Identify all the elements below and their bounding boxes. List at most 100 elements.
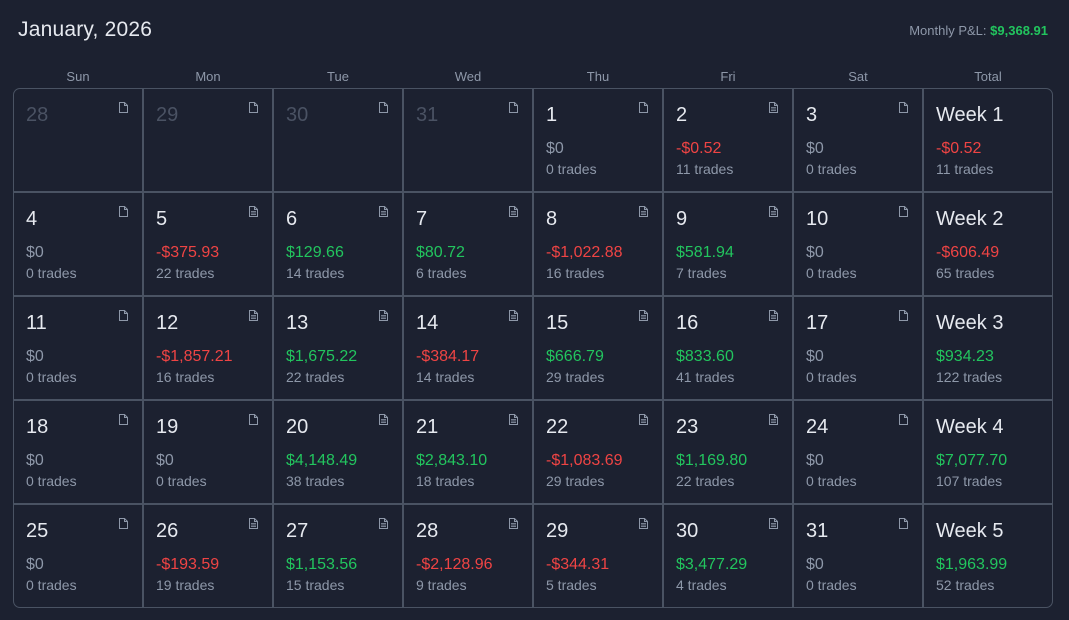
day-pnl: $0 — [26, 348, 44, 365]
note-filled-icon[interactable] — [769, 414, 778, 425]
note-icon[interactable] — [119, 414, 128, 425]
note-icon[interactable] — [379, 102, 388, 113]
week-pnl: $7,077.70 — [936, 452, 1008, 469]
note-filled-icon[interactable] — [379, 518, 388, 529]
note-filled-icon[interactable] — [769, 102, 778, 113]
day-cell-13[interactable]: 13 $1,675.22 22 trades — [274, 297, 404, 401]
day-cell-18[interactable]: 18 $0 0 trades — [14, 401, 144, 505]
weekday-header-mon: Mon — [195, 69, 221, 84]
note-filled-icon[interactable] — [509, 310, 518, 321]
day-cell-9[interactable]: 9 $581.94 7 trades — [664, 193, 794, 297]
day-cell-16[interactable]: 16 $833.60 41 trades — [664, 297, 794, 401]
day-cell-19[interactable]: 19 $0 0 trades — [144, 401, 274, 505]
note-filled-icon[interactable] — [509, 206, 518, 217]
note-icon[interactable] — [119, 518, 128, 529]
day-pnl: -$1,022.88 — [546, 244, 623, 261]
day-cell-30-prev-month[interactable]: 30 — [274, 89, 404, 193]
day-cell-2[interactable]: 2 -$0.52 11 trades — [664, 89, 794, 193]
day-cell-21[interactable]: 21 $2,843.10 18 trades — [404, 401, 534, 505]
day-number: 7 — [416, 208, 428, 230]
day-cell-31-prev-month[interactable]: 31 — [404, 89, 534, 193]
note-filled-icon[interactable] — [249, 206, 258, 217]
day-trade-count: 0 trades — [806, 473, 857, 489]
day-trade-count: 0 trades — [546, 161, 597, 177]
note-icon[interactable] — [899, 206, 908, 217]
day-number: 28 — [26, 104, 49, 126]
day-number: 13 — [286, 312, 309, 334]
note-icon[interactable] — [639, 102, 648, 113]
note-icon[interactable] — [249, 414, 258, 425]
day-cell-29[interactable]: 29 -$344.31 5 trades — [534, 505, 664, 607]
day-cell-17[interactable]: 17 $0 0 trades — [794, 297, 924, 401]
day-cell-30[interactable]: 30 $3,477.29 4 trades — [664, 505, 794, 607]
day-cell-10[interactable]: 10 $0 0 trades — [794, 193, 924, 297]
day-cell-5[interactable]: 5 -$375.93 22 trades — [144, 193, 274, 297]
day-cell-20[interactable]: 20 $4,148.49 38 trades — [274, 401, 404, 505]
day-cell-14[interactable]: 14 -$384.17 14 trades — [404, 297, 534, 401]
day-pnl: $0 — [546, 140, 564, 157]
note-icon[interactable] — [249, 102, 258, 113]
day-cell-4[interactable]: 4 $0 0 trades — [14, 193, 144, 297]
day-trade-count: 11 trades — [676, 161, 734, 177]
day-cell-28-prev-month[interactable]: 28 — [14, 89, 144, 193]
day-pnl: $1,169.80 — [676, 452, 748, 469]
day-cell-11[interactable]: 11 $0 0 trades — [14, 297, 144, 401]
day-cell-23[interactable]: 23 $1,169.80 22 trades — [664, 401, 794, 505]
note-filled-icon[interactable] — [249, 310, 258, 321]
week-label: Week 5 — [936, 520, 1004, 542]
day-cell-3[interactable]: 3 $0 0 trades — [794, 89, 924, 193]
day-trade-count: 0 trades — [806, 369, 857, 385]
day-pnl: $0 — [806, 140, 824, 157]
note-icon[interactable] — [119, 206, 128, 217]
note-filled-icon[interactable] — [639, 518, 648, 529]
note-filled-icon[interactable] — [509, 414, 518, 425]
note-filled-icon[interactable] — [509, 518, 518, 529]
day-trade-count: 4 trades — [676, 577, 727, 593]
note-icon[interactable] — [899, 310, 908, 321]
day-cell-7[interactable]: 7 $80.72 6 trades — [404, 193, 534, 297]
day-trade-count: 0 trades — [26, 473, 77, 489]
day-cell-15[interactable]: 15 $666.79 29 trades — [534, 297, 664, 401]
note-filled-icon[interactable] — [639, 206, 648, 217]
day-trade-count: 38 trades — [286, 473, 345, 489]
week-total-cell: Week 2 -$606.49 65 trades — [924, 193, 1052, 297]
note-filled-icon[interactable] — [379, 310, 388, 321]
day-cell-27[interactable]: 27 $1,153.56 15 trades — [274, 505, 404, 607]
note-icon[interactable] — [899, 414, 908, 425]
day-cell-24[interactable]: 24 $0 0 trades — [794, 401, 924, 505]
day-number: 4 — [26, 208, 38, 230]
day-number: 18 — [26, 416, 49, 438]
day-cell-12[interactable]: 12 -$1,857.21 16 trades — [144, 297, 274, 401]
day-number: 24 — [806, 416, 829, 438]
day-cell-8[interactable]: 8 -$1,022.88 16 trades — [534, 193, 664, 297]
day-number: 5 — [156, 208, 168, 230]
note-icon[interactable] — [509, 102, 518, 113]
note-filled-icon[interactable] — [639, 414, 648, 425]
note-filled-icon[interactable] — [769, 310, 778, 321]
monthly-pnl: Monthly P&L: $9,368.91 — [909, 23, 1048, 38]
day-cell-28[interactable]: 28 -$2,128.96 9 trades — [404, 505, 534, 607]
day-cell-29-prev-month[interactable]: 29 — [144, 89, 274, 193]
day-number: 1 — [546, 104, 558, 126]
day-cell-25[interactable]: 25 $0 0 trades — [14, 505, 144, 607]
note-icon[interactable] — [899, 102, 908, 113]
note-filled-icon[interactable] — [769, 518, 778, 529]
note-filled-icon[interactable] — [249, 518, 258, 529]
note-icon[interactable] — [899, 518, 908, 529]
note-icon[interactable] — [119, 310, 128, 321]
day-cell-1[interactable]: 1 $0 0 trades — [534, 89, 664, 193]
day-cell-26[interactable]: 26 -$193.59 19 trades — [144, 505, 274, 607]
note-icon[interactable] — [119, 102, 128, 113]
day-number: 29 — [156, 104, 179, 126]
day-cell-31[interactable]: 31 $0 0 trades — [794, 505, 924, 607]
note-filled-icon[interactable] — [379, 414, 388, 425]
weekday-header-thu: Thu — [586, 69, 610, 84]
day-cell-6[interactable]: 6 $129.66 14 trades — [274, 193, 404, 297]
week-total-cell: Week 5 $1,963.99 52 trades — [924, 505, 1052, 607]
note-filled-icon[interactable] — [639, 310, 648, 321]
day-cell-22[interactable]: 22 -$1,083.69 29 trades — [534, 401, 664, 505]
day-pnl: -$193.59 — [156, 556, 220, 573]
day-trade-count: 0 trades — [26, 369, 77, 385]
note-filled-icon[interactable] — [769, 206, 778, 217]
note-filled-icon[interactable] — [379, 206, 388, 217]
